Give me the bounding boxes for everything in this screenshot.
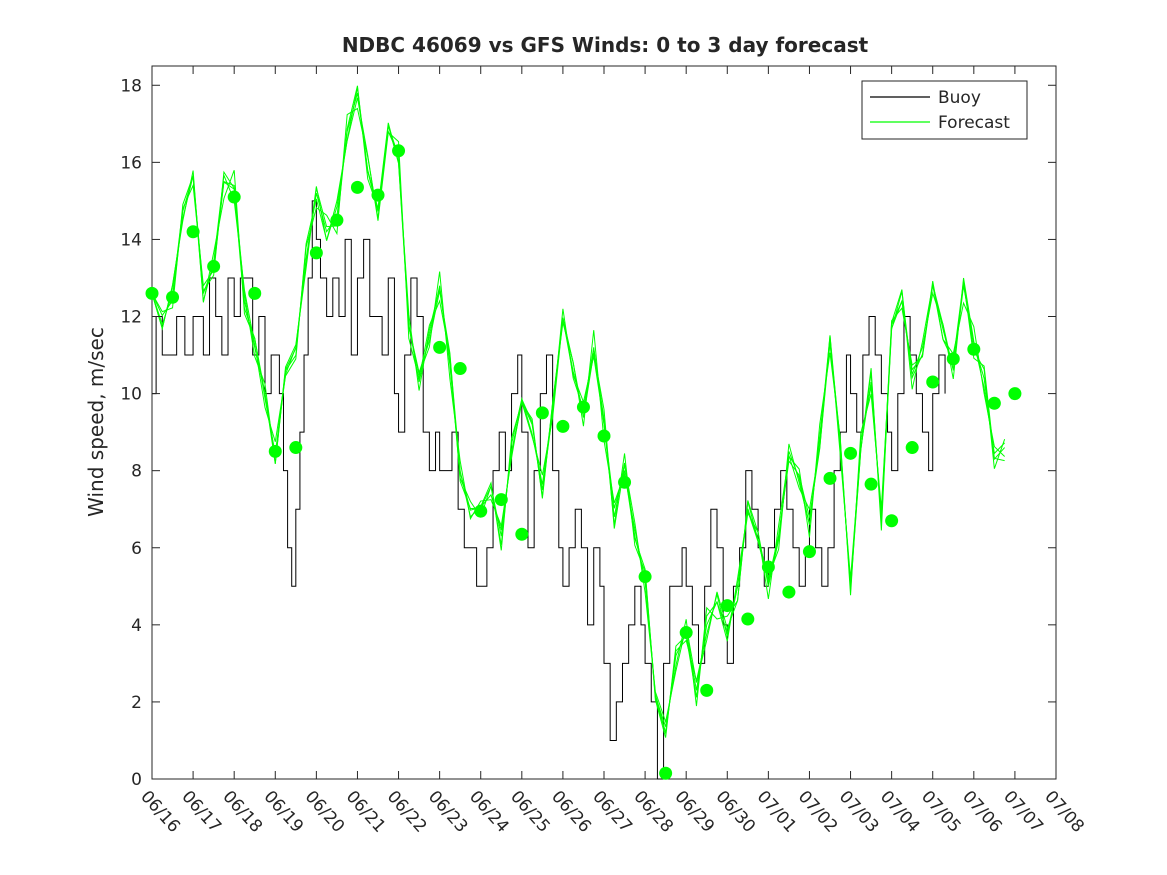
x-tick-label: 06/30 [712,787,760,837]
y-tick-label: 6 [131,539,142,559]
x-tick-label: 06/20 [301,787,349,837]
analysis-point [1008,387,1022,401]
y-tick-label: 10 [120,385,142,405]
analysis-point [186,225,200,239]
analysis-point [761,560,775,574]
analysis-point [289,441,303,455]
analysis-point [556,419,570,433]
analysis-point [330,213,344,227]
forecast-line [151,97,1005,724]
x-tick-label: 06/26 [547,787,595,837]
analysis-point [268,444,282,458]
analysis-point [227,190,241,204]
x-tick-label: 06/21 [342,787,390,837]
analysis-point [474,504,488,518]
legend-entry-forecast: Forecast [938,113,1010,133]
analysis-point [802,545,816,559]
x-tick-label: 06/28 [629,787,677,837]
analysis-point [679,626,693,640]
analysis-point [515,527,529,541]
analysis-point [453,362,467,376]
y-tick-label: 12 [120,308,142,328]
x-tick-label: 07/05 [917,787,965,837]
analysis-point [535,406,549,420]
analysis-point [659,766,673,780]
analysis-point [741,612,755,626]
analysis-point [823,471,837,485]
analysis-point [392,144,406,158]
analysis-point [700,683,714,697]
x-tick-label: 07/07 [999,787,1047,837]
forecast-line [151,107,1005,727]
analysis-point [720,599,734,613]
analysis-point [309,246,323,260]
y-axis: 0 2 4 6 8 10 12 14 16 18 [120,76,1056,790]
analysis-point [597,429,611,443]
buoy-series [152,200,946,780]
analysis-point [145,286,159,300]
x-tick-label: 07/04 [876,787,924,837]
y-tick-label: 4 [131,616,142,636]
analysis-point [494,493,508,507]
chart-title: NDBC 46069 vs GFS Winds: 0 to 3 day fore… [342,33,869,57]
legend-box [861,80,1028,140]
analysis-point [885,514,899,528]
buoy-line [152,200,946,780]
x-tick-label: 07/06 [958,787,1006,837]
analysis-point [433,340,447,354]
analysis-point [207,259,221,273]
analysis-point [782,585,796,599]
x-tick-label: 06/27 [588,787,636,837]
x-tick-label: 07/08 [1040,787,1088,837]
analysis-point [946,352,960,366]
y-axis-label: Wind speed, m/sec [84,327,108,517]
analysis-point [987,396,1001,410]
analysis-point [618,475,632,489]
x-tick-label: 06/23 [424,787,472,837]
x-tick-label: 06/16 [136,787,184,837]
analysis-point [967,342,981,356]
x-tick-label: 07/03 [835,787,883,837]
analysis-points [145,144,1022,780]
x-tick-label: 06/29 [670,787,718,837]
x-tick-label: 06/18 [218,787,266,837]
y-tick-label: 18 [120,76,142,96]
x-tick-label: 06/17 [177,787,225,837]
analysis-point [576,400,590,414]
x-tick-label: 07/01 [753,787,801,837]
forecast-series [151,85,1006,738]
analysis-point [905,441,919,455]
legend-entry-buoy: Buoy [938,88,981,108]
analysis-point [166,290,180,304]
y-tick-label: 14 [120,230,142,250]
analysis-point [350,180,364,194]
analysis-point [638,570,652,584]
analysis-point [371,188,385,202]
x-tick-label: 06/22 [383,787,431,837]
x-tick-label: 06/19 [260,787,308,837]
x-tick-label: 06/25 [506,787,554,837]
y-tick-label: 0 [131,770,142,790]
y-tick-label: 2 [131,693,142,713]
analysis-point [844,446,858,460]
y-tick-label: 16 [120,153,142,173]
y-tick-label: 8 [131,462,142,482]
legend: Buoy Forecast [861,80,1028,140]
x-tick-label: 06/24 [465,787,513,837]
analysis-point [926,375,940,389]
analysis-point [248,286,262,300]
analysis-point [864,477,878,491]
x-tick-label: 07/02 [794,787,842,837]
